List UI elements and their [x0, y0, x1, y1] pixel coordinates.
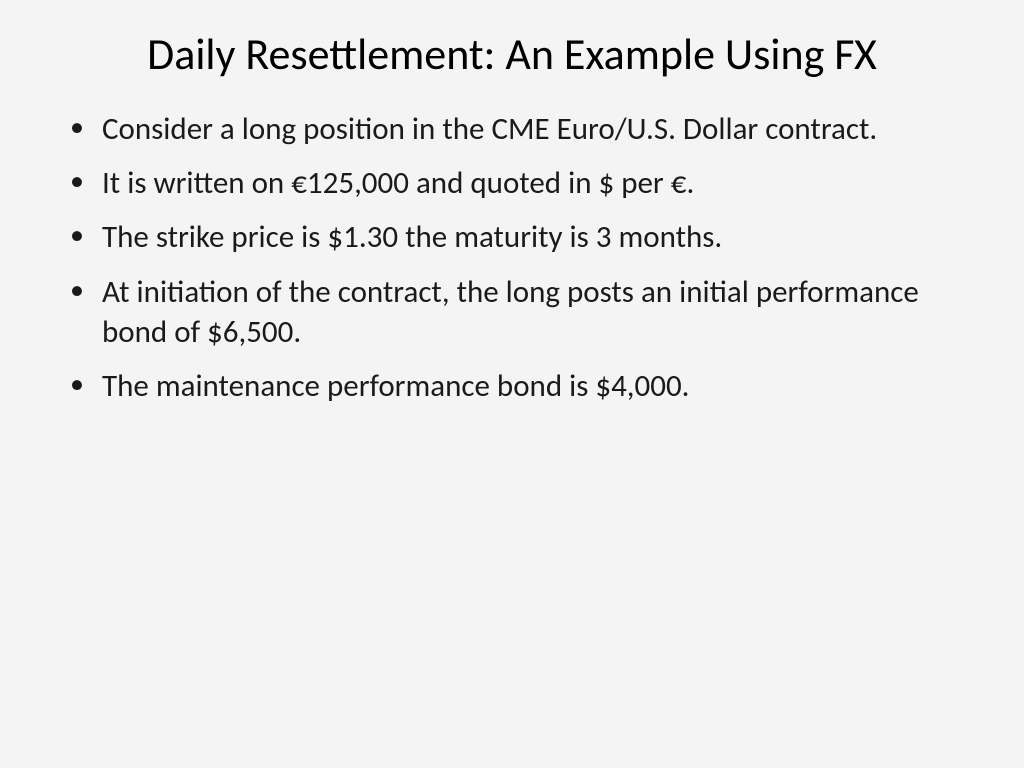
bullet-list: Consider a long position in the CME Euro…: [60, 109, 964, 407]
list-item: The maintenance performance bond is $4,0…: [96, 366, 964, 406]
list-item: The strike price is $1.30 the maturity i…: [96, 217, 964, 257]
list-item: It is written on €125,000 and quoted in …: [96, 163, 964, 203]
list-item: Consider a long position in the CME Euro…: [96, 109, 964, 149]
list-item: At initiation of the contract, the long …: [96, 272, 964, 353]
slide-title: Daily Resettlement: An Example Using FX: [60, 28, 964, 81]
slide-container: Daily Resettlement: An Example Using FX …: [0, 0, 1024, 768]
